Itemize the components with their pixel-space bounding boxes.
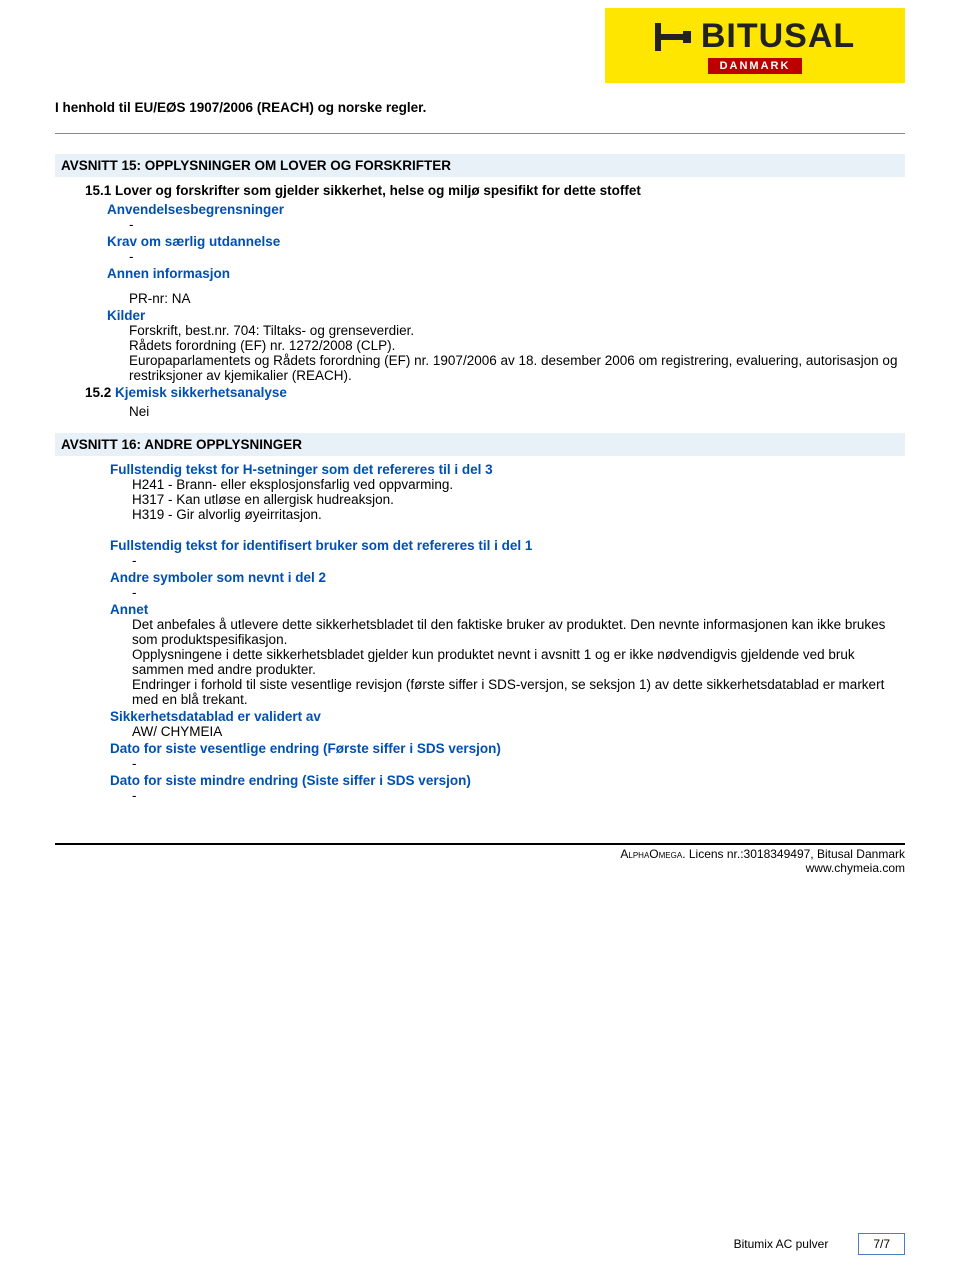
label-dato2: Dato for siste mindre endring (Siste sif…: [110, 773, 905, 788]
heading-text: Kjemisk sikkerhetsanalyse: [111, 385, 287, 400]
product-name: Bitumix AC pulver: [734, 1237, 829, 1251]
page-number: 7/7: [858, 1233, 905, 1255]
logo-subtext: DANMARK: [708, 58, 803, 74]
brand-logo: BITUSAL DANMARK: [605, 8, 905, 83]
value-krav: -: [107, 249, 905, 264]
label-anvendelsesbegrensninger: Anvendelsesbegrensninger: [107, 202, 905, 217]
alpha-omega: AlphaOmega: [620, 847, 682, 861]
logo-icon: [655, 23, 695, 51]
h-line-1: H317 - Kan utløse en allergisk hudreaksj…: [110, 492, 905, 507]
heading-number: 15.2: [85, 385, 111, 400]
license-text: . Licens nr.:3018349497, Bitusal Danmark: [682, 847, 905, 861]
section-15-content: 15.1 Lover og forskrifter som gjelder si…: [55, 183, 905, 419]
label-andre-symboler: Andre symboler som nevnt i del 2: [110, 570, 905, 585]
kilder-line-0: Forskrift, best.nr. 704: Tiltaks- og gre…: [107, 323, 905, 338]
label-validert: Sikkerhetsdatablad er validert av: [110, 709, 905, 724]
section-16-bar: AVSNITT 16: ANDRE OPPLYSNINGER: [55, 433, 905, 456]
page-footer: Bitumix AC pulver 7/7: [734, 1233, 905, 1255]
footer-url: www.chymeia.com: [806, 861, 905, 875]
regulation-header: I henhold til EU/EØS 1907/2006 (REACH) o…: [55, 100, 905, 115]
annet-para-2: Endringer i forhold til siste vesentlige…: [110, 677, 905, 707]
value-fullstendig-id: -: [110, 553, 905, 568]
section-16-content: Fullstendig tekst for H-setninger som de…: [55, 462, 905, 803]
label-dato1: Dato for siste vesentlige endring (Først…: [110, 741, 905, 756]
section-15-1-heading: 15.1 Lover og forskrifter som gjelder si…: [85, 183, 905, 198]
value-anvendelsesbegrensninger: -: [107, 217, 905, 232]
footer-divider: [55, 843, 905, 845]
value-kjemisk: Nei: [107, 404, 905, 419]
annet-para-0: Det anbefales å utlevere dette sikkerhet…: [110, 617, 905, 647]
kilder-line-1: Rådets forordning (EF) nr. 1272/2008 (CL…: [107, 338, 905, 353]
value-dato1: -: [110, 756, 905, 771]
h-line-0: H241 - Brann- eller eksplosjonsfarlig ve…: [110, 477, 905, 492]
h-line-2: H319 - Gir alvorlig øyeirritasjon.: [110, 507, 905, 522]
value-andre-symboler: -: [110, 585, 905, 600]
heading-number: 15.1: [85, 183, 111, 198]
label-fullstendig-id: Fullstendig tekst for identifisert bruke…: [110, 538, 905, 553]
heading-text: Lover og forskrifter som gjelder sikkerh…: [111, 183, 641, 198]
section-15-bar: AVSNITT 15: OPPLYSNINGER OM LOVER OG FOR…: [55, 154, 905, 177]
label-annen-informasjon: Annen informasjon: [107, 266, 905, 281]
logo-text: BITUSAL: [655, 17, 855, 56]
value-validert: AW/ CHYMEIA: [110, 724, 905, 739]
value-dato2: -: [110, 788, 905, 803]
label-annet: Annet: [110, 602, 905, 617]
label-krav: Krav om særlig utdannelse: [107, 234, 905, 249]
label-kilder: Kilder: [107, 308, 905, 323]
header-divider: [55, 133, 905, 134]
footer-license: AlphaOmega. Licens nr.:3018349497, Bitus…: [55, 847, 905, 875]
annet-para-1: Opplysningene i dette sikkerhetsbladet g…: [110, 647, 905, 677]
pr-nr: PR-nr: NA: [107, 291, 905, 306]
section-15-2-heading: 15.2 Kjemisk sikkerhetsanalyse: [85, 385, 905, 400]
label-fullstendig-h: Fullstendig tekst for H-setninger som de…: [110, 462, 905, 477]
logo-name: BITUSAL: [701, 17, 855, 56]
kilder-line-2: Europaparlamentets og Rådets forordning …: [107, 353, 905, 383]
